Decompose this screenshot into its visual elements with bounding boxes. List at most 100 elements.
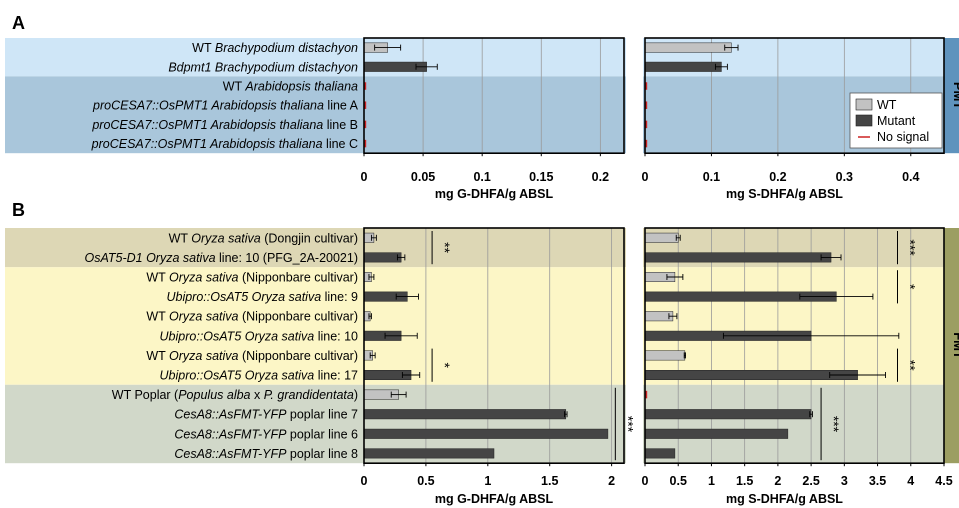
significance-label: ** xyxy=(902,360,918,371)
row-label-part: Arabidopsis thaliana xyxy=(244,80,358,94)
group-band-a-0 xyxy=(5,38,944,77)
row-label: proCESA7::OsPMT1 Arabidopsis thaliana li… xyxy=(91,118,358,132)
row-label-part: line C xyxy=(323,137,358,151)
row-label: WT Oryza sativa (Nipponbare cultivar) xyxy=(146,349,358,363)
x-tick-label: 0 xyxy=(361,474,368,488)
side-tab-b xyxy=(944,228,959,464)
row-label-part: Brachypodium distachyon xyxy=(215,41,358,55)
row-label: proCESA7::OsPMT1 Arabidopsis thaliana li… xyxy=(92,99,359,113)
row-label-part: WT xyxy=(169,231,192,245)
x-tick-label: 0 xyxy=(642,170,649,184)
row-label: WT Oryza sativa (Nipponbare cultivar) xyxy=(146,271,358,285)
significance-label: *** xyxy=(902,239,918,256)
panel-a-label: A xyxy=(12,13,25,33)
x-tick-label: 2.5 xyxy=(802,474,819,488)
x-tick-label: 3 xyxy=(841,474,848,488)
significance-label: * xyxy=(902,284,918,290)
row-label-part: WT xyxy=(192,41,215,55)
row-label-part: Populus alba xyxy=(178,388,250,402)
x-axis-label-a-1: mg G-DHFA/g ABSL xyxy=(435,187,554,201)
bar xyxy=(644,42,732,53)
row-label: CesA8::AsFMT-YFP poplar line 7 xyxy=(174,408,358,422)
x-tick-label: 2 xyxy=(608,474,615,488)
side-tab-a xyxy=(944,38,959,154)
legend-label: Mutant xyxy=(877,114,916,128)
x-tick-label: 1 xyxy=(484,474,491,488)
row-label-part: (Dongjin cultivar) xyxy=(261,231,358,245)
bar xyxy=(644,370,858,380)
significance-label: ** xyxy=(437,242,453,253)
bar xyxy=(644,428,789,439)
row-label-part: ) xyxy=(354,388,358,402)
x-tick-label: 0.1 xyxy=(473,170,490,184)
legend-swatch-wt xyxy=(855,98,873,111)
plot-frame-b-1 xyxy=(363,227,625,464)
row-label: Bdpmt1 Brachypodium distachyon xyxy=(168,60,358,74)
x-tick-label: 0 xyxy=(361,170,368,184)
x-tick-label: 4.5 xyxy=(935,474,952,488)
x-tick-label: 0 xyxy=(642,474,649,488)
plot-frame-a-1 xyxy=(363,37,625,154)
row-label-part: poplar line 8 xyxy=(286,447,358,461)
bar xyxy=(363,252,402,263)
plot-frame-a-2 xyxy=(644,37,945,154)
row-label: WT Oryza sativa (Dongjin cultivar) xyxy=(169,231,358,245)
row-label: WT Brachypodium distachyon xyxy=(192,41,358,55)
row-label-part: WT xyxy=(146,271,169,285)
row-label-part: WT Poplar ( xyxy=(112,388,179,402)
x-tick-label: 0.4 xyxy=(902,170,919,184)
row-label-part: (Nipponbare cultivar) xyxy=(239,271,359,285)
row-label: WT Arabidopsis thaliana xyxy=(223,80,358,94)
row-label-part: (Nipponbare cultivar) xyxy=(239,349,359,363)
row-label-part: WT xyxy=(223,80,246,94)
bar xyxy=(644,448,676,459)
row-label-part: line A xyxy=(324,99,359,113)
row-label-part: CesA8::AsFMT-YFP xyxy=(174,427,287,441)
row-label-part: CesA8::AsFMT-YFP xyxy=(174,408,287,422)
row-label-part: line B xyxy=(323,118,358,132)
row-label-part: (Nipponbare cultivar) xyxy=(239,310,359,324)
x-tick-label: 4 xyxy=(907,474,914,488)
x-tick-label: 0.2 xyxy=(592,170,609,184)
row-label-part: proCESA7::OsPMT1 Arabidopsis thaliana xyxy=(92,99,324,113)
x-axis-label-a-2: mg S-DHFA/g ABSL xyxy=(726,187,843,201)
row-label: proCESA7::OsPMT1 Arabidopsis thaliana li… xyxy=(91,137,358,151)
legend-label: No signal xyxy=(877,130,929,144)
row-label-part: line: 17 xyxy=(314,369,358,383)
significance-label: *** xyxy=(620,416,636,433)
row-label-part: Ubipro::OsAT5 Oryza sativa xyxy=(160,369,315,383)
group-band-a-1 xyxy=(5,76,944,154)
row-label-part: Oryza sativa xyxy=(169,349,239,363)
x-tick-label: 0.5 xyxy=(417,474,434,488)
x-tick-label: 2 xyxy=(774,474,781,488)
x-tick-label: 0.3 xyxy=(836,170,853,184)
row-label: CesA8::AsFMT-YFP poplar line 6 xyxy=(174,427,358,441)
row-label-part: poplar line 6 xyxy=(286,427,358,441)
bar xyxy=(363,428,609,439)
legend-label: WT xyxy=(877,98,897,112)
x-tick-label: 0.2 xyxy=(769,170,786,184)
x-tick-label: 1.5 xyxy=(736,474,753,488)
x-axis-label-b-2: mg S-DHFA/g ABSL xyxy=(726,492,843,506)
row-label: Ubipro::OsAT5 Oryza sativa line: 17 xyxy=(160,369,359,383)
bar xyxy=(644,350,686,361)
x-tick-label: 1.5 xyxy=(541,474,558,488)
x-tick-label: 0.1 xyxy=(703,170,720,184)
bar xyxy=(644,232,679,243)
plot-gap-b xyxy=(626,224,643,468)
row-label-part: Oryza sativa xyxy=(169,310,239,324)
row-label-part: OsAT5-D1 Oryza sativa xyxy=(84,251,215,265)
row-label-part: x xyxy=(251,388,264,402)
row-label-part: WT xyxy=(146,310,169,324)
bar xyxy=(363,448,495,459)
row-label-part: CesA8::AsFMT-YFP xyxy=(174,447,287,461)
bar xyxy=(363,409,567,420)
x-tick-label: 0.15 xyxy=(529,170,553,184)
row-label-part: WT xyxy=(146,349,169,363)
row-label-part: Ubipro::OsAT5 Oryza sativa xyxy=(166,290,321,304)
side-tab-label-b: FMT xyxy=(951,332,959,359)
legend-swatch-mutant xyxy=(855,114,873,127)
x-tick-label: 0.05 xyxy=(411,170,435,184)
x-axis-label-b-1: mg G-DHFA/g ABSL xyxy=(435,492,554,506)
significance-label: *** xyxy=(826,416,842,433)
